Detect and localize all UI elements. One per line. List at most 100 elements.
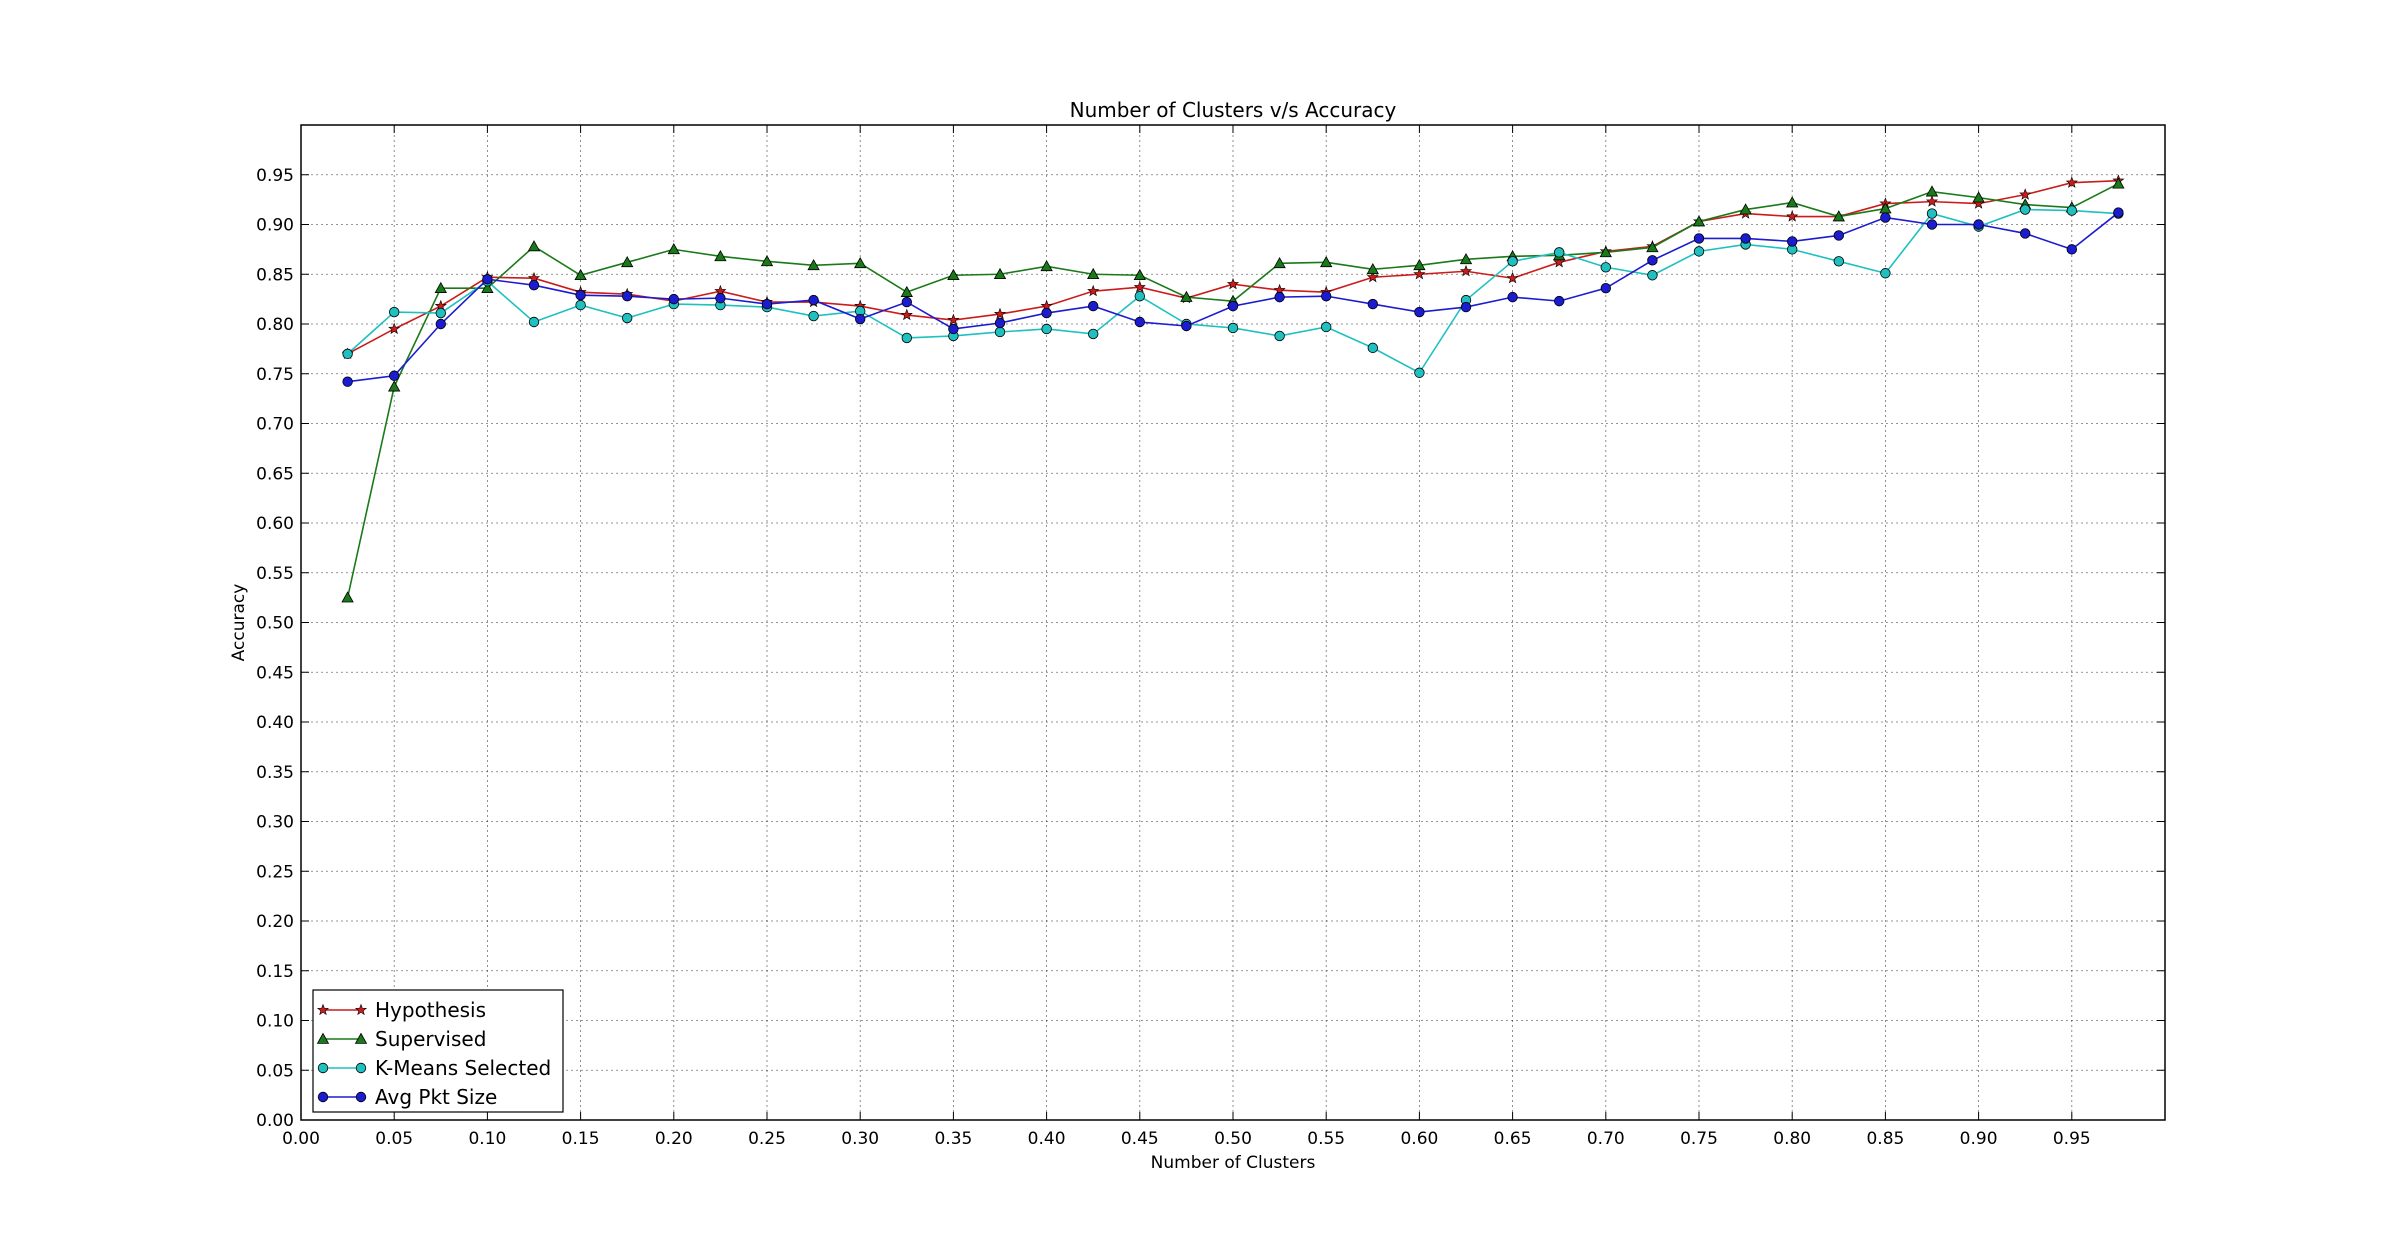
data-point-k-means-selected	[1320, 321, 1332, 333]
data-point-k-means-selected	[575, 299, 586, 311]
data-point-avg-pkt-size	[1274, 291, 1285, 303]
legend-item-k-means-selected: K-Means Selected	[317, 1056, 551, 1080]
legend-marker-hypothesis	[316, 1003, 330, 1016]
x-tick-label: 0.20	[655, 1129, 693, 1149]
data-point-supervised	[760, 254, 774, 267]
x-axis-label: Number of Clusters	[1151, 1153, 1316, 1173]
data-point-avg-pkt-size	[1600, 282, 1612, 294]
data-point-supervised	[1972, 191, 1985, 203]
data-point-supervised	[1925, 185, 1939, 197]
x-tick-label: 0.40	[1028, 1129, 1066, 1149]
grid	[301, 125, 2165, 1120]
y-tick-label: 0.25	[256, 862, 294, 882]
data-point-avg-pkt-size	[994, 317, 1006, 329]
data-point-avg-pkt-size	[389, 370, 400, 381]
data-point-supervised	[714, 250, 727, 262]
data-point-k-means-selected	[1600, 262, 1612, 273]
y-tick-label: 0.80	[256, 315, 294, 335]
data-point-supervised	[481, 281, 494, 293]
data-point-avg-pkt-size	[1973, 219, 1984, 230]
data-point-hypothesis	[1786, 210, 1799, 222]
data-point-k-means-selected	[808, 310, 819, 322]
data-point-hypothesis	[1553, 255, 1566, 268]
data-point-avg-pkt-size	[1460, 301, 1472, 313]
data-point-avg-pkt-size	[855, 313, 866, 325]
y-tick-label: 0.65	[256, 464, 294, 484]
data-point-k-means-selected	[1227, 322, 1239, 334]
data-point-supervised	[1646, 241, 1659, 253]
legend-marker-avg-pkt-size	[317, 1091, 329, 1103]
y-tick-label: 0.90	[256, 216, 294, 236]
x-tick-label: 0.75	[1680, 1129, 1718, 1149]
data-point-k-means-selected	[1553, 247, 1565, 258]
y-tick-label: 0.10	[256, 1012, 294, 1032]
data-point-supervised	[1040, 259, 1053, 272]
legend-marker-hypothesis	[354, 1003, 368, 1016]
data-point-hypothesis	[388, 322, 401, 335]
x-tick-label: 0.35	[934, 1129, 972, 1149]
x-tick-label: 0.55	[1307, 1129, 1345, 1149]
data-point-avg-pkt-size	[948, 323, 959, 335]
legend-marker-supervised	[316, 1032, 330, 1044]
data-point-supervised	[527, 240, 541, 252]
data-point-avg-pkt-size	[1041, 307, 1052, 319]
data-point-avg-pkt-size	[1134, 316, 1146, 328]
x-tick-label: 0.45	[1121, 1129, 1159, 1149]
y-tick-label: 0.70	[256, 415, 294, 435]
y-tick-label: 0.35	[256, 763, 294, 783]
data-point-k-means-selected	[1693, 246, 1705, 257]
data-point-supervised	[1273, 256, 1286, 269]
x-tick-label: 0.30	[841, 1129, 879, 1149]
data-point-hypothesis	[1133, 280, 1146, 293]
data-point-avg-pkt-size	[528, 279, 540, 291]
data-point-avg-pkt-size	[1507, 291, 1518, 303]
data-point-supervised	[1320, 255, 1333, 268]
data-point-hypothesis	[1506, 271, 1519, 284]
data-point-avg-pkt-size	[622, 290, 633, 302]
data-point-avg-pkt-size	[2066, 244, 2078, 255]
data-point-supervised	[1087, 267, 1100, 280]
legend: Hypothesis Supervised K-Means Selected Avg …	[312, 989, 564, 1113]
data-point-supervised	[434, 281, 447, 293]
data-point-k-means-selected	[1367, 342, 1379, 354]
data-point-supervised	[854, 256, 867, 269]
legend-marker-avg-pkt-size	[355, 1091, 367, 1103]
data-point-supervised	[947, 268, 960, 281]
x-tick-label: 0.05	[375, 1129, 413, 1149]
data-point-hypothesis	[2065, 176, 2078, 188]
series-avg-pkt-size	[342, 207, 2124, 387]
data-point-avg-pkt-size	[715, 292, 726, 304]
legend-label-avg-pkt-size: Avg Pkt Size	[375, 1085, 497, 1109]
legend-label-k-means-selected: K-Means Selected	[375, 1056, 551, 1080]
y-tick-label: 0.30	[256, 813, 294, 833]
data-point-avg-pkt-size	[342, 376, 353, 387]
data-point-hypothesis	[1413, 267, 1426, 280]
data-point-supervised	[1459, 253, 1473, 265]
legend-item-supervised: Supervised	[316, 1027, 486, 1051]
series-layer	[341, 174, 2125, 603]
y-tick-label: 0.55	[256, 564, 294, 584]
y-tick-label: 0.15	[256, 962, 294, 982]
data-point-avg-pkt-size	[1647, 255, 1658, 266]
data-point-k-means-selected	[528, 316, 540, 328]
data-point-k-means-selected	[622, 312, 633, 324]
data-point-supervised	[1739, 203, 1752, 215]
y-tick-label: 0.00	[256, 1111, 294, 1131]
x-tick-label: 0.90	[1960, 1129, 1998, 1149]
data-point-hypothesis	[900, 308, 913, 321]
data-point-hypothesis	[947, 313, 960, 326]
data-point-supervised	[1786, 196, 1799, 208]
data-point-k-means-selected	[1647, 270, 1658, 281]
data-point-avg-pkt-size	[1880, 212, 1891, 223]
data-point-supervised	[2112, 177, 2125, 189]
data-point-k-means-selected	[1926, 208, 1938, 219]
data-point-avg-pkt-size	[575, 289, 586, 301]
data-point-avg-pkt-size	[808, 294, 819, 306]
data-point-supervised	[388, 380, 401, 392]
y-tick-label: 0.95	[256, 166, 294, 186]
data-point-avg-pkt-size	[1087, 300, 1099, 312]
data-point-k-means-selected	[2019, 204, 2031, 215]
data-point-k-means-selected	[342, 348, 353, 360]
data-point-k-means-selected	[1274, 330, 1285, 342]
